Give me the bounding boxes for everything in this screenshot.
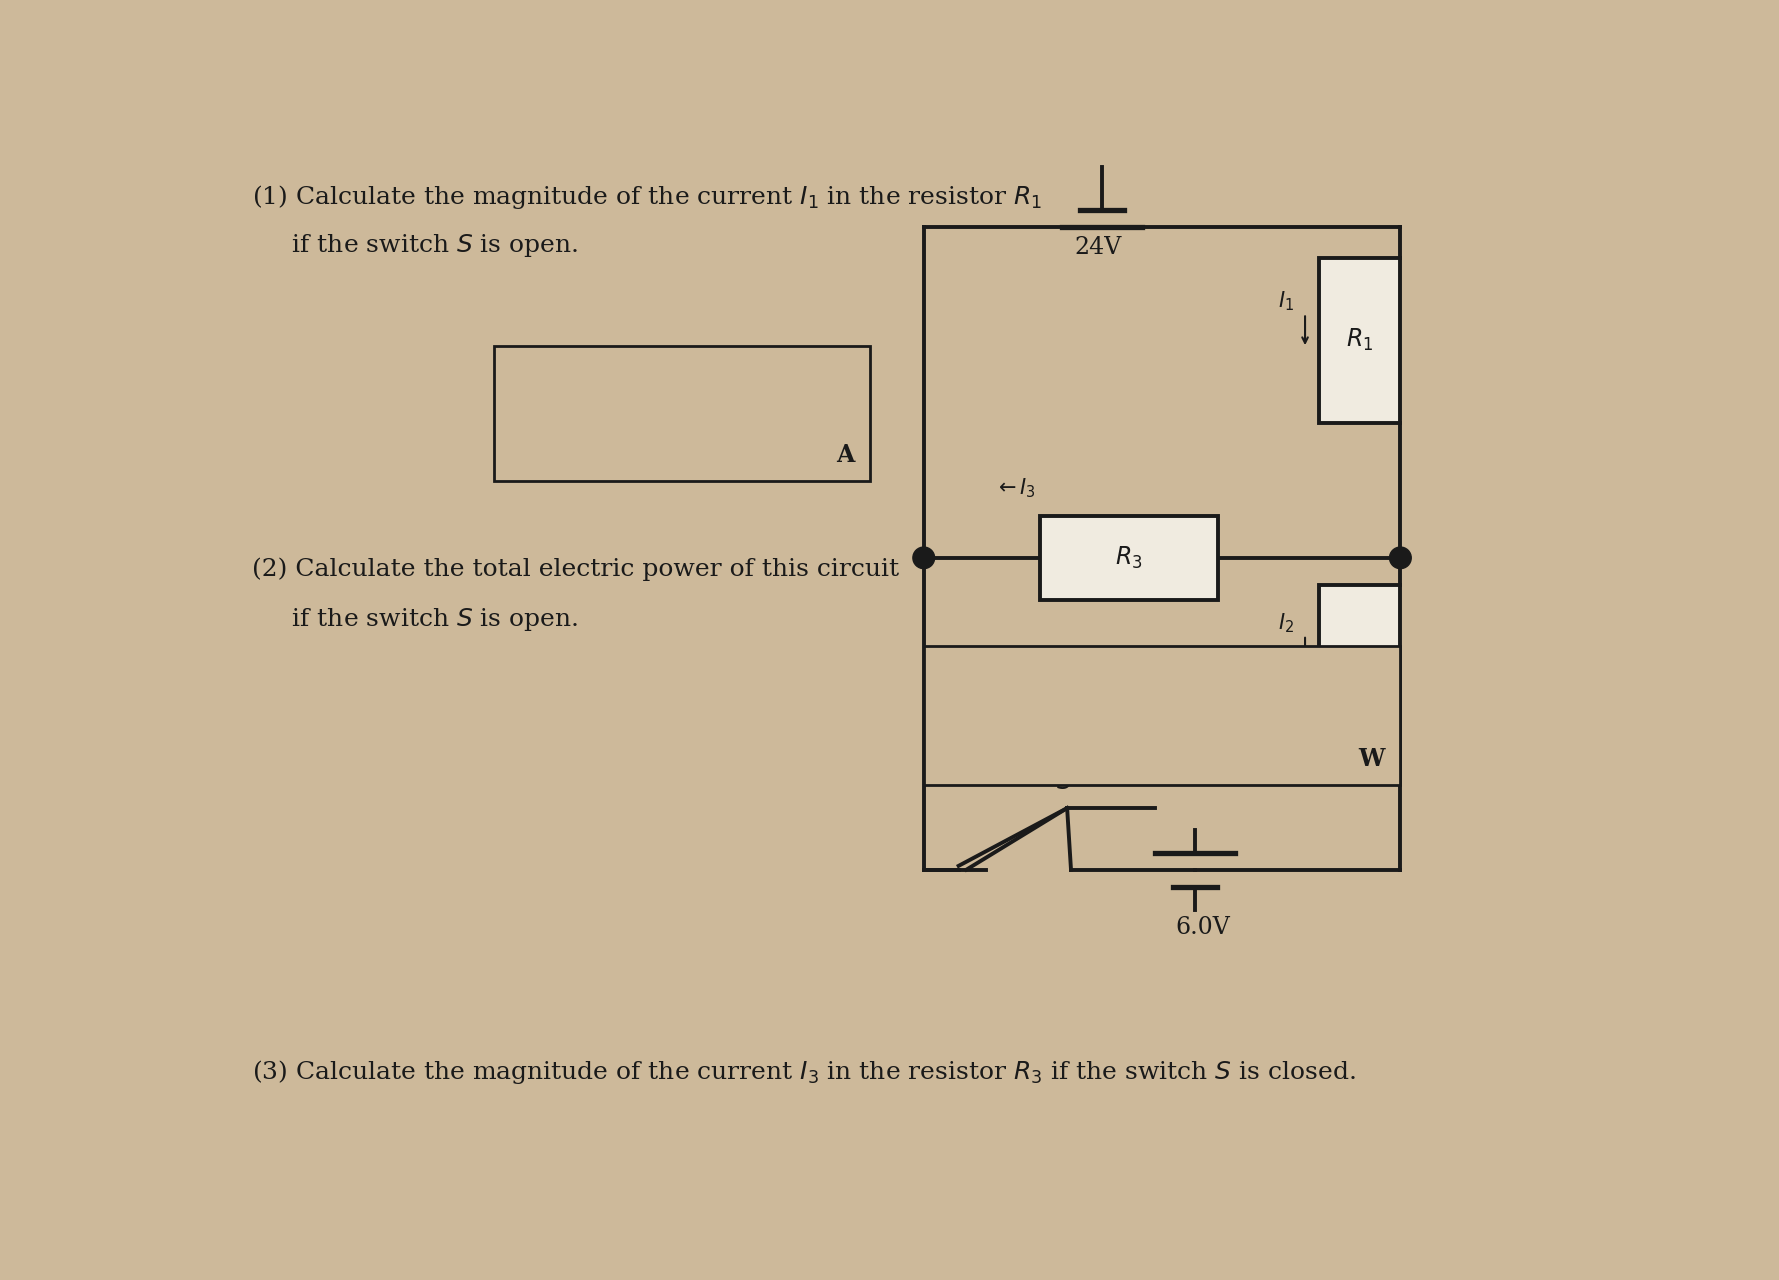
Bar [493,346,870,481]
Circle shape [913,547,934,568]
Text: 24V: 24V [1075,236,1123,259]
Text: $S$: $S$ [1055,772,1071,794]
Bar [1041,516,1219,600]
Text: 6.0V: 6.0V [1176,916,1229,940]
Bar [1318,585,1400,739]
Circle shape [1389,547,1411,568]
Text: $I_1$: $I_1$ [1279,289,1295,314]
Text: $R_1$: $R_1$ [1347,328,1373,353]
Text: $I_2$: $I_2$ [1279,612,1295,635]
Text: $R_2$: $R_2$ [1347,649,1373,675]
Text: (2) Calculate the total electric power of this circuit: (2) Calculate the total electric power o… [253,558,898,581]
Bar [1318,257,1400,424]
Text: if the switch $S$ is open.: if the switch $S$ is open. [253,232,578,259]
Text: $\leftarrow I_3$: $\leftarrow I_3$ [994,476,1035,500]
Text: if the switch $S$ is open.: if the switch $S$ is open. [253,607,578,634]
Text: $R_3$: $R_3$ [1115,545,1142,571]
Text: (3) Calculate the magnitude of the current $I_3$ in the resistor $R_3$ if the sw: (3) Calculate the magnitude of the curre… [253,1059,1356,1087]
Bar [923,646,1400,785]
Text: A: A [836,443,854,467]
Text: W: W [1359,748,1384,771]
Text: (1) Calculate the magnitude of the current $I_1$ in the resistor $R_1$: (1) Calculate the magnitude of the curre… [253,183,1042,211]
